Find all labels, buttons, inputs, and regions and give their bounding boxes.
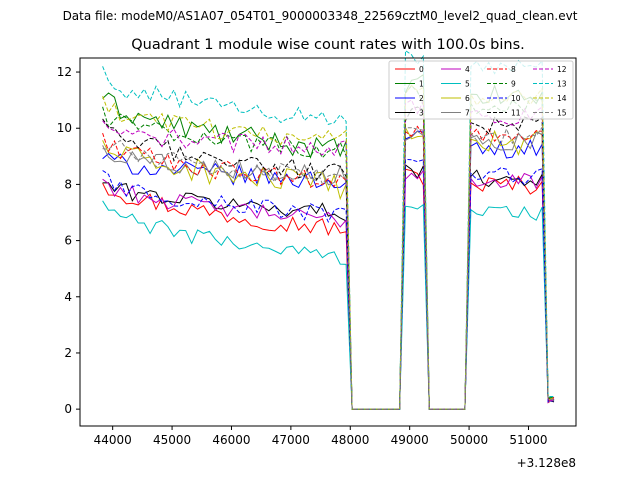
legend-frame	[388, 60, 574, 120]
y-tick-label: 12	[57, 65, 72, 79]
legend-label-9: 9	[511, 80, 516, 89]
series-line-6	[102, 125, 555, 410]
x-tick-label: 49000	[391, 433, 429, 447]
x-offset-label: +3.128e8	[517, 456, 576, 470]
series-line-2	[102, 130, 555, 410]
series-line-0	[102, 168, 555, 410]
series-line-8	[102, 125, 555, 410]
x-tick-label: 46000	[212, 433, 250, 447]
x-tick-label: 48000	[331, 433, 369, 447]
legend-label-7: 7	[465, 109, 470, 118]
series-line-7	[102, 130, 555, 410]
legend-label-3: 3	[419, 109, 424, 118]
series-line-12	[102, 99, 555, 410]
legend-label-13: 13	[557, 80, 567, 89]
legend-label-11: 11	[511, 109, 521, 118]
series-line-3	[102, 164, 555, 410]
y-tick-label: 2	[64, 346, 72, 360]
chart-title: Quadrant 1 module wise count rates with …	[131, 37, 525, 53]
plot-frame	[79, 57, 577, 427]
legend-label-1: 1	[419, 80, 424, 89]
axes-layer: 44000 45000 46000 47000 48000 49000 50000 51000…	[57, 65, 548, 447]
x-tick-label: 47000	[272, 433, 310, 447]
series-line-11	[102, 106, 555, 410]
legend-label-14: 14	[557, 94, 567, 103]
legend-label-2: 2	[419, 94, 424, 103]
legend-label-6: 6	[465, 94, 470, 103]
legend-label-10: 10	[511, 94, 521, 103]
legend-label-4: 4	[465, 65, 470, 74]
x-tick-label: 45000	[153, 433, 191, 447]
series-line-15	[102, 125, 555, 410]
legend-label-15: 15	[557, 109, 567, 118]
y-tick-label: 0	[64, 402, 72, 416]
x-tick-label: 51000	[509, 433, 547, 447]
legend-label-12: 12	[557, 65, 567, 74]
series-line-10	[102, 158, 555, 410]
series-line-5	[102, 200, 555, 410]
series-line-4	[102, 169, 555, 410]
chart-suptitle: Data file: modeM0/AS1A07_054T01_90000033…	[63, 9, 578, 23]
y-tick-label: 8	[64, 177, 72, 191]
y-tick-label: 4	[64, 290, 72, 304]
x-tick-label: 44000	[94, 433, 132, 447]
legend-label-5: 5	[465, 80, 470, 89]
y-tick-label: 6	[64, 234, 72, 248]
y-tick-label: 10	[57, 121, 72, 135]
legend-label-0: 0	[419, 65, 424, 74]
x-tick-label: 50000	[450, 433, 488, 447]
legend-label-8: 8	[511, 65, 516, 74]
